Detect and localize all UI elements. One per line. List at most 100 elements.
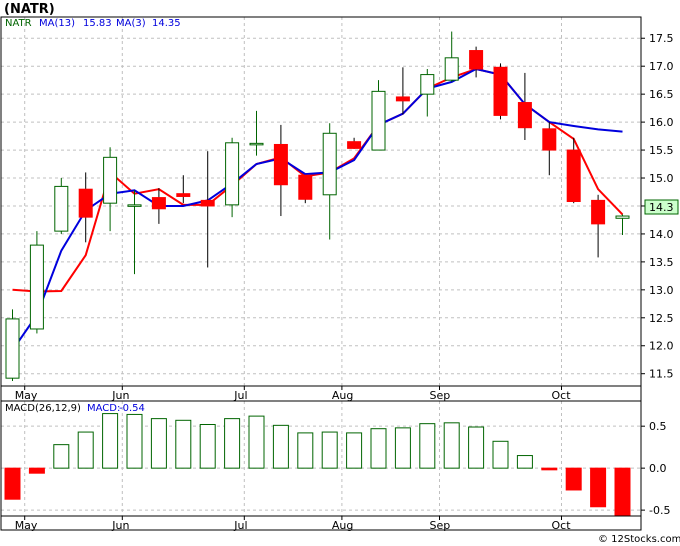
- price-candle: [615, 214, 630, 236]
- price-ytick-label: 12.5: [649, 312, 674, 325]
- price-legend: NATR MA(13) 15.83 MA(3) 14.35: [5, 18, 181, 29]
- x-axis-macd-tick-label: Jul: [233, 519, 247, 532]
- price-ytick-label: 14.0: [649, 228, 674, 241]
- macd-bar: [614, 467, 631, 522]
- macd-legend: MACD(26,12,9) MACD: -0.54: [5, 403, 145, 414]
- candle-body: [420, 74, 435, 95]
- price-candle: [517, 72, 532, 140]
- macd-bar: [199, 424, 216, 469]
- x-axis-price-tick-label: May: [15, 389, 38, 402]
- candle-body: [54, 185, 69, 232]
- price-ytick-label: 16.0: [649, 116, 674, 129]
- macd-bar: [492, 440, 509, 469]
- price-candle: [151, 188, 166, 224]
- macd-bar: [419, 423, 436, 469]
- price-gridlines: [1, 17, 641, 386]
- macd-bar: [126, 413, 143, 469]
- price-candle: [444, 31, 459, 82]
- macd-legend-label: MACD(26,12,9): [5, 403, 81, 414]
- price-candles: [5, 31, 630, 381]
- candle-body: [200, 199, 215, 207]
- candle-body: [615, 215, 630, 219]
- x-axis-macd-strip: [0, 515, 642, 531]
- chart-title: (NATR): [4, 2, 55, 17]
- candle-body: [5, 318, 20, 379]
- macd-bar: [248, 415, 265, 469]
- price-candle: [591, 194, 606, 258]
- macd-y-axis: 0.5 0.0 -0.5: [641, 420, 670, 517]
- price-ytick-label: 15.0: [649, 172, 674, 185]
- price-candle: [395, 67, 410, 115]
- price-candle: [322, 123, 337, 240]
- x-axis-price-tick-label: Jun: [111, 389, 129, 402]
- legend-ma3-value: 14.35: [152, 18, 181, 29]
- macd-legend-key: MACD:: [87, 403, 120, 414]
- macd-bar: [321, 431, 338, 469]
- macd-bar: [346, 432, 363, 469]
- price-panel: 11.512.012.513.013.514.014.515.015.516.0…: [0, 16, 679, 387]
- macd-bar: [77, 431, 94, 469]
- candle-body: [469, 50, 484, 70]
- candle-body: [591, 199, 606, 225]
- candle-body: [371, 90, 386, 151]
- candle-body: [542, 128, 557, 151]
- candle-body: [249, 142, 264, 146]
- candle-body: [151, 197, 166, 210]
- macd-panel: 0.5 0.0 -0.5 MACD(26,12,9) MACD: -0.54: [0, 400, 670, 522]
- price-candle: [54, 178, 69, 234]
- price-candle: [78, 172, 93, 243]
- candle-body: [322, 132, 337, 196]
- price-ytick-label: 13.5: [649, 256, 674, 269]
- macd-bar: [394, 427, 411, 469]
- price-candle: [273, 124, 288, 217]
- macd-bar: [297, 432, 314, 469]
- x-axis-price: May Jun Jul Aug Sep Oct: [0, 385, 642, 402]
- price-y-axis: 11.512.012.513.013.514.014.515.015.516.0…: [641, 32, 674, 381]
- price-candle: [29, 231, 44, 334]
- macd-bar: [590, 467, 607, 508]
- macd-bar: [4, 467, 21, 500]
- x-axis-price-tick-label: Oct: [552, 389, 572, 402]
- x-axis-price-tick-label: Jul: [233, 389, 247, 402]
- candle-body: [273, 143, 288, 186]
- price-ytick-label: 15.5: [649, 144, 674, 157]
- price-candle: [127, 190, 142, 275]
- price-candle: [225, 137, 240, 218]
- candle-body: [225, 142, 240, 206]
- x-axis-price-tick-label: Sep: [430, 389, 451, 402]
- macd-bars: [4, 413, 631, 522]
- macd-legend-value: -0.54: [119, 403, 145, 414]
- price-candle: [200, 151, 215, 268]
- x-axis-macd-tick-label: May: [15, 519, 38, 532]
- x-axis-macd-tick-label: Aug: [332, 519, 353, 532]
- price-candle: [493, 63, 508, 120]
- macd-ytick-label: 0.0: [649, 462, 667, 475]
- candle-body: [493, 66, 508, 116]
- price-ytick-label: 16.5: [649, 88, 674, 101]
- price-candle: [566, 137, 581, 204]
- macd-bar: [565, 467, 582, 491]
- macd-bar: [28, 467, 45, 474]
- x-axis-macd-tick-label: Oct: [552, 519, 572, 532]
- candle-body: [127, 204, 142, 207]
- legend-ma3-label: MA(3): [116, 18, 146, 29]
- legend-ticker: NATR: [5, 18, 32, 29]
- price-candle: [298, 174, 313, 204]
- macd-bar: [443, 422, 460, 469]
- x-axis-macd-tick-label: Sep: [430, 519, 451, 532]
- price-ytick-label: 17.0: [649, 60, 674, 73]
- candle-body: [29, 244, 44, 330]
- candle-body: [444, 57, 459, 81]
- price-candle: [469, 46, 484, 78]
- candle-body: [176, 193, 191, 197]
- price-ytick-label: 13.0: [649, 284, 674, 297]
- price-candle: [249, 110, 264, 156]
- price-ytick-label: 17.5: [649, 32, 674, 45]
- macd-bar: [468, 426, 485, 469]
- candle-body: [395, 96, 410, 102]
- legend-ma13-label: MA(13): [39, 18, 75, 29]
- macd-bar: [102, 413, 119, 469]
- price-candle: [347, 137, 362, 149]
- macd-bar: [272, 424, 289, 469]
